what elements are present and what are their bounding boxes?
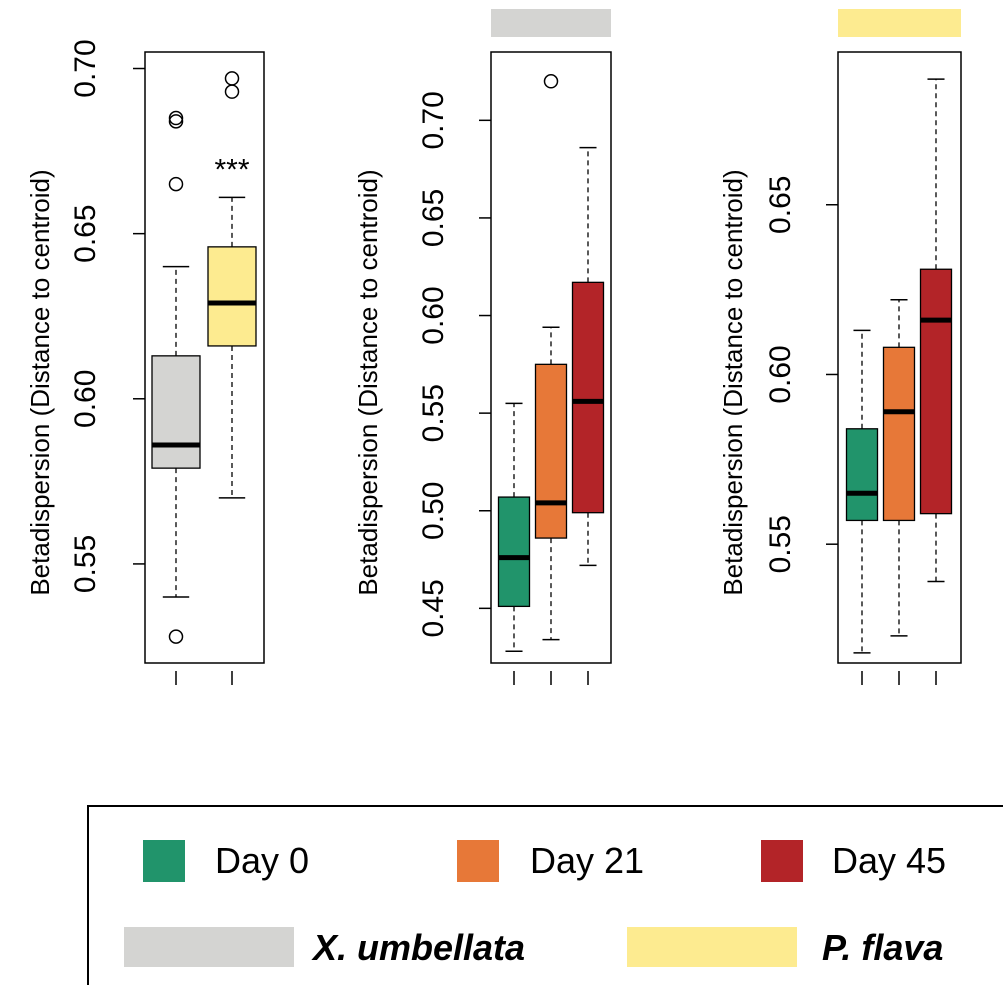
outlier-point bbox=[168, 176, 184, 192]
group-header-bar bbox=[491, 9, 611, 37]
y-axis-label: Betadispersion (Distance to centroid) bbox=[25, 169, 55, 595]
y-tick-label: 0.60 bbox=[69, 370, 102, 428]
group-header-bar bbox=[838, 9, 961, 37]
y-tick-label: 0.60 bbox=[417, 286, 450, 344]
outlier-point bbox=[168, 110, 184, 126]
box-day-45 bbox=[571, 146, 605, 567]
legend-frame bbox=[87, 805, 1003, 985]
y-tick-label: 0.70 bbox=[69, 39, 102, 97]
y-tick-label: 0.60 bbox=[764, 345, 797, 403]
box-day-45 bbox=[919, 78, 953, 583]
chart-panel-3: 0.55 0.60 0.65 Betadispersion (Distance to … bbox=[718, 9, 962, 685]
y-tick-label: 0.70 bbox=[417, 91, 450, 149]
y-tick-label: 0.65 bbox=[417, 189, 450, 247]
plot-frame bbox=[490, 51, 612, 664]
box-day-21 bbox=[534, 74, 568, 641]
box-x-umbellata bbox=[151, 110, 201, 644]
legend-label-day-45: Day 45 bbox=[832, 840, 946, 881]
chart-panel-2: 0.45 0.50 0.55 0.60 0.65 0.70 Betadispersion (… bbox=[353, 9, 612, 685]
iqr-box bbox=[571, 281, 605, 514]
box-p-flava bbox=[207, 71, 257, 499]
outlier-point bbox=[224, 71, 240, 86]
legend-label-day-21: Day 21 bbox=[530, 840, 644, 881]
y-tick-label: 0.65 bbox=[69, 204, 102, 262]
outlier-point bbox=[224, 84, 240, 99]
iqr-box bbox=[497, 496, 531, 608]
iqr-box bbox=[534, 363, 568, 539]
significance-annotation: *** bbox=[214, 153, 249, 186]
outlier-point bbox=[543, 74, 559, 89]
y-tick-label: 0.55 bbox=[764, 515, 797, 573]
y-tick-label: 0.55 bbox=[69, 535, 102, 593]
y-tick-label: 0.65 bbox=[764, 176, 797, 234]
outlier-point bbox=[168, 629, 184, 644]
plot-frame bbox=[144, 51, 265, 664]
iqr-box bbox=[919, 268, 953, 515]
legend-swatch-x-umbellata bbox=[124, 927, 294, 967]
box-day-0 bbox=[845, 329, 879, 654]
y-tick-label: 0.45 bbox=[417, 579, 450, 637]
chart-panel-1: 0.55 0.60 0.65 0.70 Betadispersion (Distance… bbox=[25, 39, 265, 685]
iqr-box bbox=[207, 246, 257, 347]
legend: Day 0 Day 21 Day 45 X. umbellata P. flav… bbox=[87, 805, 1003, 985]
y-axis-label: Betadispersion (Distance to centroid) bbox=[718, 169, 748, 595]
iqr-box bbox=[151, 355, 201, 469]
chart-panels: 0.55 0.60 0.65 0.70 Betadispersion (Distance… bbox=[25, 9, 962, 685]
legend-swatch-day-45 bbox=[761, 840, 803, 882]
legend-swatch-day-21 bbox=[457, 840, 499, 882]
outlier-point bbox=[168, 114, 184, 129]
plot-frame bbox=[837, 51, 962, 664]
y-axis-label: Betadispersion (Distance to centroid) bbox=[353, 169, 383, 595]
y-tick-label: 0.55 bbox=[417, 384, 450, 442]
legend-swatch-p-flava bbox=[627, 927, 797, 967]
box-day-0 bbox=[497, 402, 531, 653]
box-day-21 bbox=[882, 299, 916, 637]
y-tick-label: 0.50 bbox=[417, 482, 450, 540]
iqr-box bbox=[845, 428, 879, 522]
legend-label-day-0: Day 0 bbox=[215, 840, 309, 881]
legend-swatch-day-0 bbox=[143, 840, 185, 882]
legend-label-p-flava: P. flava bbox=[822, 927, 943, 968]
legend-label-x-umbellata: X. umbellata bbox=[311, 927, 525, 968]
iqr-box bbox=[882, 346, 916, 522]
